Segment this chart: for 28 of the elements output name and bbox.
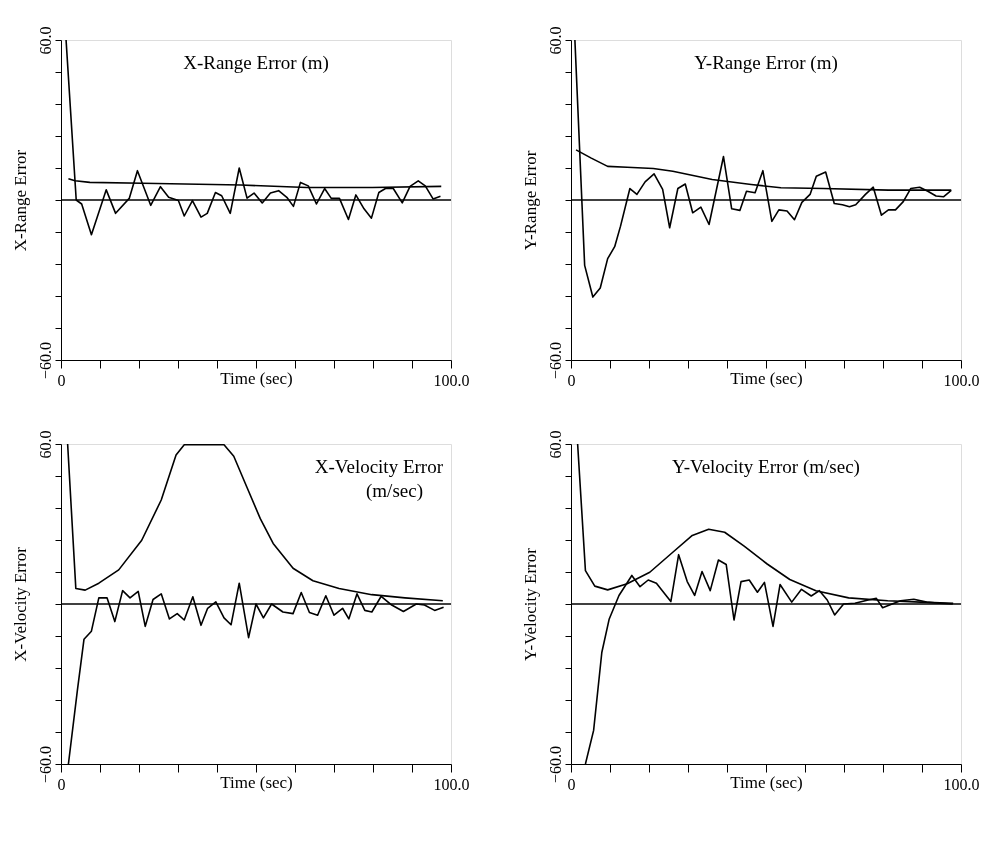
x-tick-label: 0 (567, 775, 576, 793)
text: Y-Range Error (m) (694, 52, 838, 74)
text: X-Range Error (m) (183, 52, 329, 74)
y-axis-title: X-Velocity Error (10, 546, 30, 662)
x-tick-label: 100.0 (433, 775, 470, 793)
x-tick-label: 100.0 (943, 775, 980, 793)
x-tick-label: 100.0 (433, 371, 470, 389)
x-tick-label: 0 (567, 371, 576, 389)
y-tick-label: 60.0 (546, 26, 564, 55)
x-axis-title: Time (sec) (730, 368, 803, 388)
y-tick-label: 60.0 (36, 430, 54, 459)
text: X-Velocity Error (m/sec) (314, 456, 444, 502)
y-tick-label: −60.0 (36, 341, 54, 380)
y-tick-label: 60.0 (36, 26, 54, 55)
text: Y-Velocity Error (m/sec) (672, 456, 860, 478)
x-axis-title: Time (sec) (730, 772, 803, 792)
y-tick-label: −60.0 (546, 341, 564, 380)
x-axis-title: Time (sec) (220, 368, 293, 388)
y-axis-title: X-Range Error (10, 149, 30, 252)
y-axis-title: Y-Velocity Error (520, 547, 540, 661)
y-tick-label: 60.0 (546, 430, 564, 459)
y-tick-label: −60.0 (36, 745, 54, 784)
x-axis-title: Time (sec) (220, 772, 293, 792)
x-tick-label: 100.0 (943, 371, 980, 389)
x-tick-label: 0 (57, 371, 66, 389)
x-tick-label: 0 (57, 775, 66, 793)
y-tick-label: −60.0 (546, 745, 564, 784)
y-axis-title: Y-Range Error (520, 150, 540, 251)
